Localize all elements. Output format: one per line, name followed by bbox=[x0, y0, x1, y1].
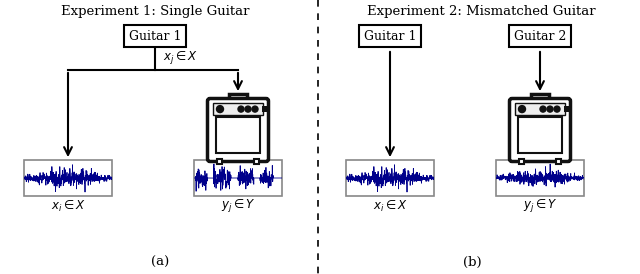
Bar bbox=[194, 160, 282, 196]
Bar bbox=[518, 117, 562, 153]
Bar bbox=[496, 160, 584, 196]
Circle shape bbox=[238, 106, 244, 112]
Text: $x_j \in X$: $x_j \in X$ bbox=[163, 50, 198, 67]
FancyBboxPatch shape bbox=[509, 98, 570, 161]
Text: $x_i \in X$: $x_i \in X$ bbox=[51, 198, 86, 213]
Text: Experiment 2: Mismatched Guitar: Experiment 2: Mismatched Guitar bbox=[367, 4, 595, 18]
Circle shape bbox=[518, 105, 525, 113]
Circle shape bbox=[547, 106, 553, 112]
Text: Experiment 1: Single Guitar: Experiment 1: Single Guitar bbox=[61, 4, 249, 18]
FancyBboxPatch shape bbox=[229, 94, 247, 101]
Circle shape bbox=[554, 106, 560, 112]
FancyBboxPatch shape bbox=[531, 94, 549, 101]
Bar bbox=[556, 159, 561, 164]
Text: Guitar 2: Guitar 2 bbox=[514, 30, 566, 42]
Bar bbox=[213, 103, 263, 115]
Text: $y_j \in Y$: $y_j \in Y$ bbox=[523, 198, 557, 215]
Text: (b): (b) bbox=[463, 255, 481, 269]
Circle shape bbox=[540, 106, 546, 112]
Bar bbox=[515, 103, 565, 115]
Circle shape bbox=[216, 105, 223, 113]
Text: $x_i \in X$: $x_i \in X$ bbox=[372, 198, 408, 213]
Bar bbox=[519, 159, 524, 164]
Bar bbox=[262, 106, 270, 112]
Bar bbox=[216, 117, 260, 153]
Circle shape bbox=[252, 106, 258, 112]
Text: Guitar 1: Guitar 1 bbox=[129, 30, 181, 42]
Text: Guitar 1: Guitar 1 bbox=[364, 30, 416, 42]
Bar bbox=[254, 159, 259, 164]
Bar bbox=[24, 160, 112, 196]
Text: (a): (a) bbox=[151, 255, 169, 269]
Circle shape bbox=[245, 106, 251, 112]
Text: $y_j \in Y$: $y_j \in Y$ bbox=[221, 198, 255, 215]
FancyBboxPatch shape bbox=[207, 98, 269, 161]
Bar bbox=[346, 160, 434, 196]
Bar bbox=[564, 106, 572, 112]
Bar bbox=[217, 159, 222, 164]
